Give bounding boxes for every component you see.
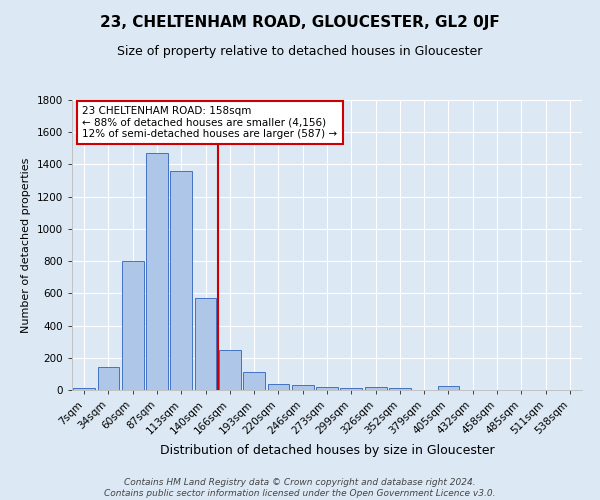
Bar [365,387,386,390]
Bar [316,387,338,390]
Text: 23, CHELTENHAM ROAD, GLOUCESTER, GL2 0JF: 23, CHELTENHAM ROAD, GLOUCESTER, GL2 0JF [100,15,500,30]
Bar [170,171,192,390]
Bar [219,350,241,390]
Bar [243,372,265,390]
Bar [97,368,119,390]
Bar [194,298,217,390]
Bar [122,261,143,390]
Text: Contains HM Land Registry data © Crown copyright and database right 2024.
Contai: Contains HM Land Registry data © Crown c… [104,478,496,498]
Bar [292,386,314,390]
Bar [268,384,289,390]
Bar [73,388,95,390]
Y-axis label: Number of detached properties: Number of detached properties [21,158,31,332]
X-axis label: Distribution of detached houses by size in Gloucester: Distribution of detached houses by size … [160,444,494,457]
Text: 23 CHELTENHAM ROAD: 158sqm
← 88% of detached houses are smaller (4,156)
12% of s: 23 CHELTENHAM ROAD: 158sqm ← 88% of deta… [82,106,337,139]
Bar [389,388,411,390]
Bar [340,388,362,390]
Bar [146,153,168,390]
Bar [437,386,460,390]
Text: Size of property relative to detached houses in Gloucester: Size of property relative to detached ho… [118,45,482,58]
